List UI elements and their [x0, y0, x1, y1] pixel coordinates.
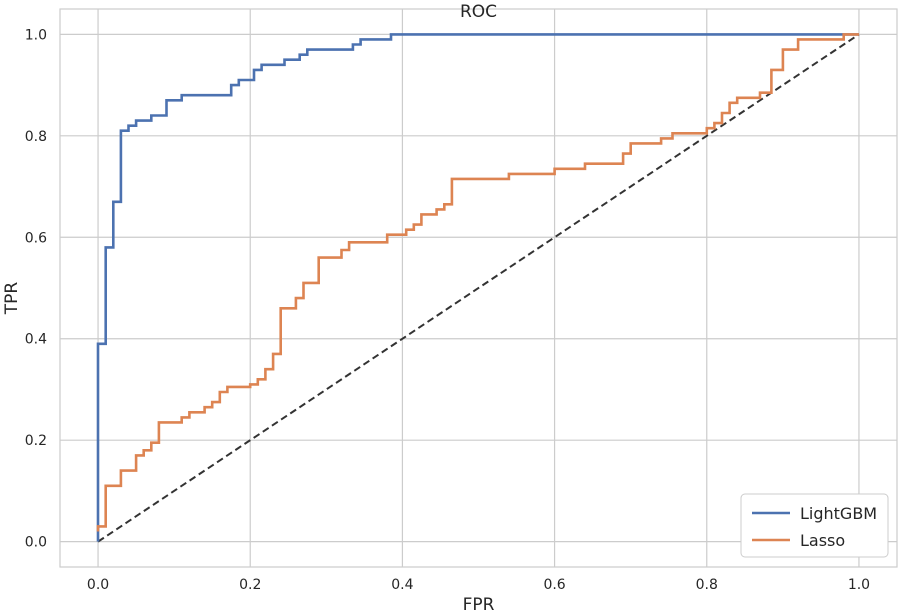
roc-line-lasso — [96, 33, 859, 532]
roc-line-lightgbm — [96, 33, 859, 542]
series-group — [96, 33, 859, 542]
y-tick-label: 0.6 — [25, 230, 47, 246]
x-tick-label: 0.8 — [696, 577, 718, 593]
y-tick-labels: 0.0 0.2 0.4 0.6 0.8 1.0 — [25, 27, 47, 550]
x-tick-label: 1.0 — [848, 577, 870, 593]
chart-title: ROC — [460, 2, 497, 22]
x-tick-labels: 0.0 0.2 0.4 0.6 0.8 1.0 — [87, 577, 870, 593]
x-axis-label: FPR — [463, 595, 495, 615]
x-tick-label: 0.0 — [87, 577, 109, 593]
legend-label-lasso: Lasso — [800, 531, 845, 550]
x-tick-label: 0.6 — [543, 577, 565, 593]
y-tick-label: 1.0 — [25, 27, 47, 43]
reference-line-group — [97, 33, 860, 543]
x-tick-label: 0.2 — [239, 577, 261, 593]
y-tick-label: 0.8 — [25, 129, 47, 145]
legend-label-lightgbm: LightGBM — [800, 504, 877, 523]
x-tick-label: 0.4 — [391, 577, 413, 593]
y-tick-label: 0.0 — [25, 535, 47, 551]
y-tick-label: 0.2 — [25, 433, 47, 449]
chance-diagonal-line — [97, 33, 860, 543]
y-axis-label: TPR — [2, 282, 22, 316]
legend: LightGBM Lasso — [740, 493, 889, 558]
y-tick-label: 0.4 — [25, 332, 47, 348]
